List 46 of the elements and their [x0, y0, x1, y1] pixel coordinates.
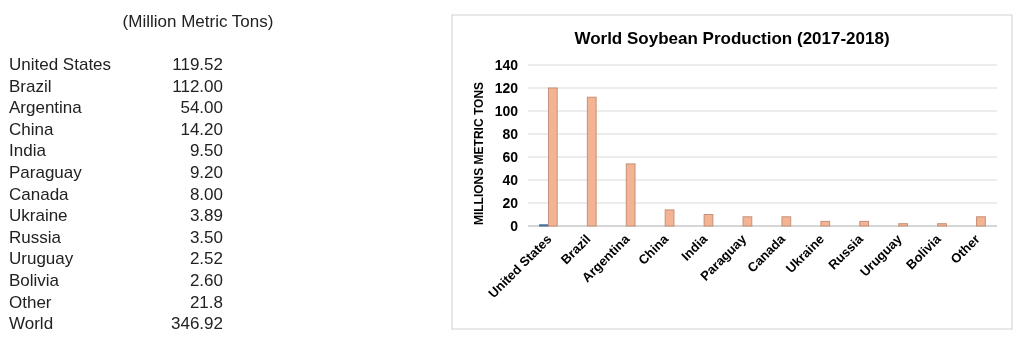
- text: 112.00: [172, 76, 223, 96]
- bar: [781, 216, 792, 227]
- bar: [898, 223, 908, 227]
- y-tick-label: 120: [494, 80, 519, 96]
- chart-title: World Soybean Production (2017-2018): [574, 29, 890, 48]
- y-tick-label: 40: [502, 172, 519, 188]
- text: 9.50: [189, 141, 223, 161]
- category-label: Other: [9, 292, 52, 312]
- text: 14.20: [180, 119, 223, 139]
- text: (Million Metric Tons): [122, 12, 274, 31]
- text: 3.50: [189, 227, 223, 247]
- category-label: China: [9, 119, 54, 139]
- bar: [547, 87, 558, 227]
- bar: [664, 209, 675, 227]
- bar: [976, 216, 986, 227]
- y-tick-label: 0: [510, 218, 519, 234]
- category-label: Ukraine: [9, 206, 68, 226]
- bar: [859, 220, 870, 227]
- category-label: India: [9, 141, 47, 161]
- y-tick-label: 140: [494, 57, 519, 73]
- category-label: Argentina: [9, 98, 83, 118]
- category-label: United States: [9, 55, 112, 74]
- category-label: World: [9, 314, 54, 334]
- text: 2.60: [189, 271, 223, 290]
- category-label: Canada: [9, 184, 70, 204]
- bar: [703, 214, 714, 227]
- text: 119.52: [172, 55, 223, 74]
- category-label: Paraguay: [9, 163, 83, 182]
- text: 8.00: [189, 184, 223, 204]
- bar: [820, 220, 831, 227]
- y-tick-label: 60: [502, 149, 519, 165]
- bar: [937, 223, 947, 227]
- bar: [742, 216, 753, 227]
- y-tick-label: 100: [494, 103, 519, 119]
- text: 2.52: [189, 249, 223, 269]
- y-tick-label: 20: [502, 195, 519, 211]
- y-tick-label: 80: [502, 126, 519, 142]
- y-axis-title: MILLIONS METRIC TONS: [472, 81, 486, 226]
- text: 3.89: [189, 206, 223, 226]
- text: 54.00: [180, 98, 223, 118]
- bar: [586, 96, 597, 227]
- bar: [625, 163, 636, 227]
- text: 21.8: [189, 292, 223, 312]
- category-label: Brazil: [9, 76, 52, 96]
- text: 9.20: [189, 163, 223, 182]
- text: 346.92: [171, 314, 223, 334]
